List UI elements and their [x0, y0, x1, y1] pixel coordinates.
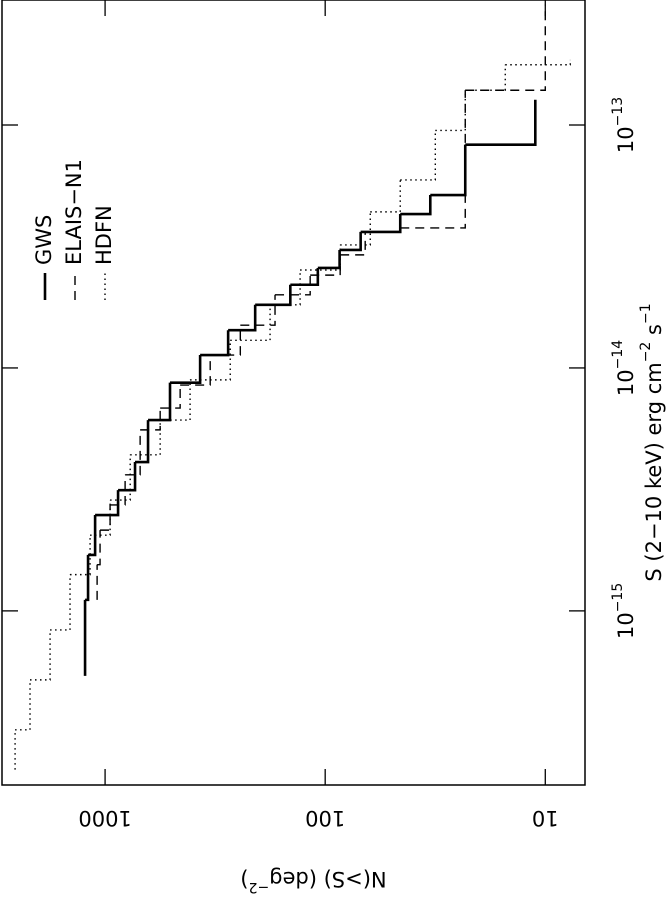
step-segment: [140, 408, 161, 431]
step-segment: [400, 130, 437, 181]
step-segment: [465, 64, 506, 91]
step-segment: [90, 500, 111, 536]
step-segment: [160, 379, 191, 421]
step-segment: [100, 504, 111, 531]
step-segment: [340, 211, 371, 246]
step-segment: [70, 535, 91, 576]
step-segment: [370, 179, 401, 213]
legend-label: GWS: [32, 215, 56, 265]
step-segment: [148, 382, 172, 422]
step-segment: [465, 4, 546, 91]
step-segment: [15, 679, 31, 731]
step-segment: [170, 355, 202, 384]
step-segment: [228, 304, 257, 332]
step-segment: [110, 454, 131, 501]
step-segment: [339, 231, 362, 252]
step-segment: [505, 60, 571, 66]
step-segment: [310, 254, 341, 276]
x-tick-label-exponent: −15: [610, 583, 626, 613]
y-axis-label-part: −2: [249, 879, 270, 895]
step-segment: [240, 294, 276, 326]
y-tick-label: 10: [532, 806, 559, 830]
step-segment: [465, 99, 537, 146]
step-segment: [270, 270, 301, 306]
step-segment: [360, 214, 402, 234]
x-tick-label-base: 10: [614, 612, 638, 639]
x-tick-label-base: 10: [614, 369, 638, 396]
plot-frame: [1, 0, 586, 786]
x-axis-label: S (2−10 keV) erg cm−2 s−1: [638, 303, 666, 581]
y-tick-label: 1000: [78, 806, 131, 830]
step-segment: [180, 355, 211, 386]
y-axis-label-part: N(>S) (deg: [269, 867, 386, 891]
step-segment: [97, 530, 101, 566]
step-segment: [135, 420, 150, 464]
step-segment: [290, 267, 320, 287]
step-segment: [95, 490, 120, 517]
y-tick-label: 100: [305, 806, 345, 830]
x-tick-label: 10−13: [610, 97, 638, 153]
step-segment: [190, 340, 231, 381]
step-segment: [30, 629, 51, 681]
x-tick-label-exponent: −13: [610, 97, 626, 127]
step-segment: [110, 474, 126, 506]
legend-label: HDFN: [92, 205, 116, 265]
x-axis-label-part: s: [642, 324, 666, 342]
step-segment: [200, 330, 230, 357]
step-segment: [50, 574, 71, 631]
step-segment: [365, 227, 401, 233]
step-segment: [88, 515, 97, 557]
step-segment: [340, 231, 366, 256]
x-axis-label-part: S (2−10 keV) erg cm: [642, 362, 666, 581]
step-segment: [85, 554, 90, 602]
step-segment: [160, 385, 181, 409]
y-axis-label: N(>S) (deg−2): [240, 867, 386, 895]
step-segment: [210, 325, 242, 356]
step-segment: [275, 275, 311, 296]
x-axis-label-part: −1: [638, 303, 654, 324]
x-tick-label: 10−14: [610, 340, 638, 396]
x-tick-label-base: 10: [614, 126, 638, 153]
x-tick-label: 10−15: [610, 583, 638, 639]
step-segment: [255, 284, 292, 307]
step-segment: [400, 195, 432, 216]
step-segment: [130, 420, 161, 456]
legend-label: ELAIS−N1: [62, 159, 86, 265]
step-segment: [435, 90, 466, 132]
step-segment: [230, 304, 271, 341]
step-segment: [125, 429, 141, 476]
step-segment: [317, 249, 341, 270]
step-segment: [300, 244, 341, 271]
x-tick-label-exponent: −14: [610, 340, 626, 370]
y-axis-label-part: ): [240, 867, 248, 891]
x-axis-label-part: −2: [638, 342, 654, 363]
step-segment: [400, 90, 466, 229]
step-segment: [118, 462, 137, 492]
